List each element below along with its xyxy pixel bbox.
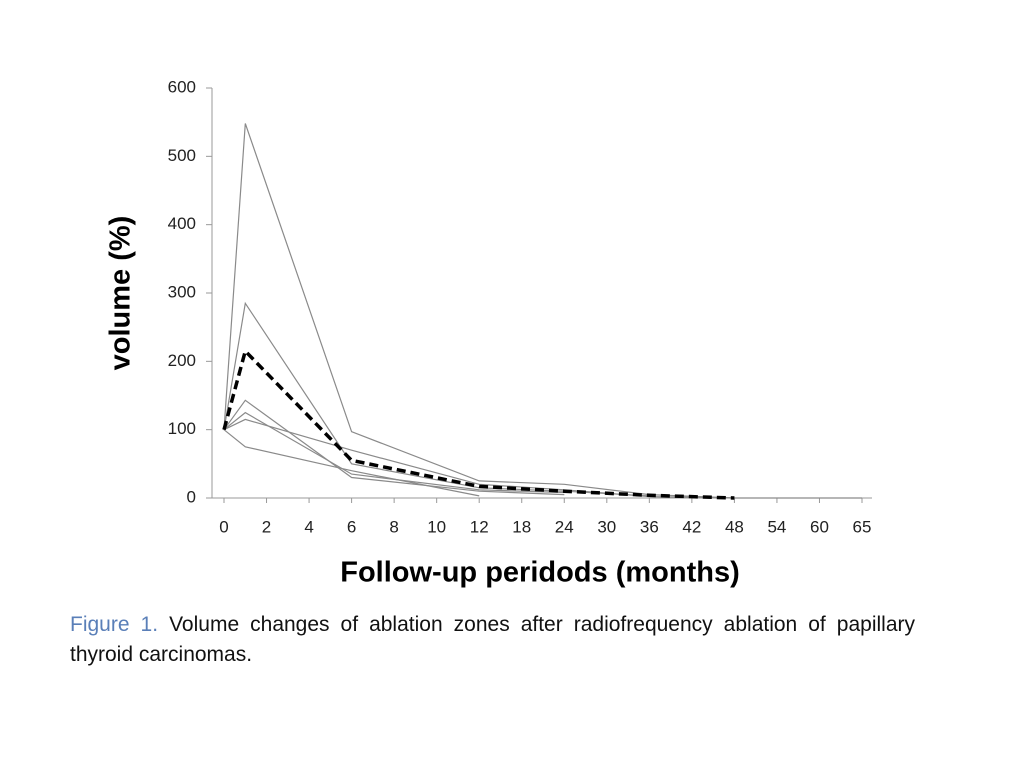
y-tick-label: 100 [168,419,196,438]
x-tick-label: 54 [767,517,786,536]
x-tick-label: 24 [555,517,574,536]
x-tick-label: 12 [470,517,489,536]
y-tick-label: 300 [168,282,196,301]
series-line [223,429,480,497]
x-tick-label: 10 [427,517,446,536]
caption: Figure 1. Volume changes of ablation zon… [70,610,915,670]
caption-text: Volume changes of ablation zones after r… [70,613,915,666]
x-tick-label: 36 [640,517,659,536]
series-line [223,301,650,497]
x-tick-label: 0 [219,517,228,536]
x-tick-label: 2 [262,517,271,536]
series-line [223,411,565,494]
chart: Follow-up peridods (months) volume (%) 0… [105,77,872,589]
y-axis-title: volume (%) [105,216,137,371]
x-tick-label: 18 [512,517,531,536]
y-tick-label: 200 [168,351,196,370]
x-axis-title: Follow-up peridods (months) [340,557,740,589]
x-tick-label: 8 [389,517,398,536]
x-tick-label: 60 [810,517,829,536]
y-tick-label: 400 [168,214,196,233]
x-tick-label: 48 [725,517,744,536]
x-tick-label: 4 [304,517,313,536]
series-line [223,123,735,499]
y-tick-label: 500 [168,146,196,165]
x-tick-label: 6 [347,517,356,536]
caption-label: Figure 1. [70,613,159,636]
x-tick-label: 42 [682,517,701,536]
y-tick-label: 0 [187,487,196,506]
series-line [223,399,565,496]
y-tick-label: 600 [168,77,196,96]
series-line [223,418,862,499]
x-tick-label: 30 [597,517,616,536]
x-tick-label: 65 [853,517,872,536]
series-line [222,347,735,500]
